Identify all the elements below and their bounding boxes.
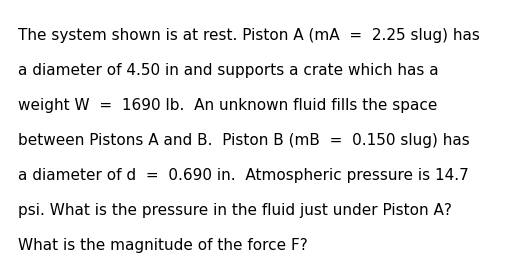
Text: between Pistons A and B.  Piston B (mB  =  0.150 slug) has: between Pistons A and B. Piston B (mB = … — [18, 133, 470, 148]
Text: psi. What is the pressure in the fluid just under Piston A?: psi. What is the pressure in the fluid j… — [18, 203, 452, 218]
Text: The system shown is at rest. Piston A (mA  =  2.25 slug) has: The system shown is at rest. Piston A (m… — [18, 28, 480, 43]
Text: a diameter of d  =  0.690 in.  Atmospheric pressure is 14.7: a diameter of d = 0.690 in. Atmospheric … — [18, 168, 469, 183]
Text: a diameter of 4.50 in and supports a crate which has a: a diameter of 4.50 in and supports a cra… — [18, 63, 439, 78]
Text: What is the magnitude of the force F?: What is the magnitude of the force F? — [18, 238, 308, 253]
Text: weight W  =  1690 lb.  An unknown fluid fills the space: weight W = 1690 lb. An unknown fluid fil… — [18, 98, 437, 113]
